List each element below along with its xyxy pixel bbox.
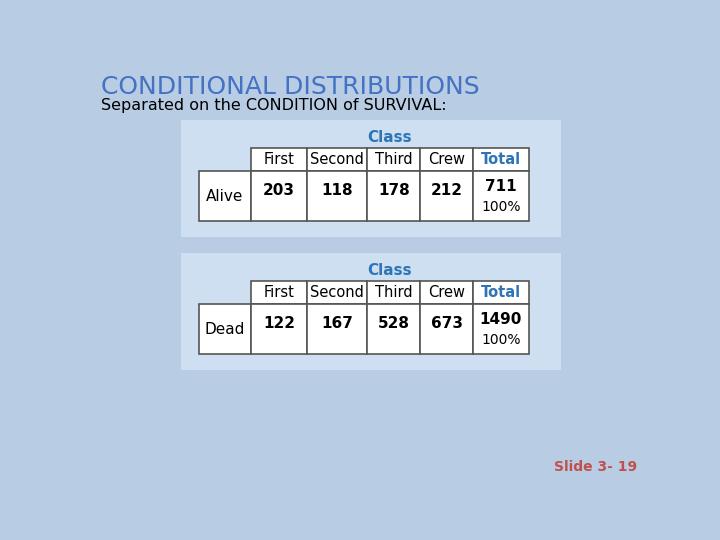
Text: 1490: 1490 (480, 312, 522, 327)
Text: CONDITIONAL DISTRIBUTIONS: CONDITIONAL DISTRIBUTIONS (101, 75, 480, 99)
FancyBboxPatch shape (367, 148, 420, 171)
Text: 711: 711 (485, 179, 516, 193)
Text: Third: Third (375, 285, 413, 300)
Text: Crew: Crew (428, 152, 465, 167)
Text: 118: 118 (321, 183, 353, 198)
FancyBboxPatch shape (473, 304, 528, 354)
Text: 100%: 100% (481, 200, 521, 214)
Text: 122: 122 (263, 316, 295, 331)
Text: Second: Second (310, 285, 364, 300)
FancyBboxPatch shape (307, 281, 367, 304)
FancyBboxPatch shape (420, 148, 473, 171)
Text: 100%: 100% (481, 333, 521, 347)
FancyBboxPatch shape (251, 304, 307, 354)
Text: 178: 178 (378, 183, 410, 198)
Text: Class: Class (368, 130, 413, 145)
FancyBboxPatch shape (473, 281, 528, 304)
FancyBboxPatch shape (420, 281, 473, 304)
FancyBboxPatch shape (307, 304, 367, 354)
Text: 528: 528 (378, 316, 410, 331)
FancyBboxPatch shape (420, 171, 473, 221)
Text: First: First (264, 285, 294, 300)
FancyBboxPatch shape (420, 304, 473, 354)
FancyBboxPatch shape (181, 120, 561, 237)
FancyBboxPatch shape (367, 281, 420, 304)
Text: Dead: Dead (204, 322, 245, 337)
FancyBboxPatch shape (251, 281, 307, 304)
FancyBboxPatch shape (199, 304, 251, 354)
Text: Class: Class (368, 263, 413, 278)
Text: Second: Second (310, 152, 364, 167)
Text: Total: Total (481, 285, 521, 300)
FancyBboxPatch shape (307, 171, 367, 221)
Text: Crew: Crew (428, 285, 465, 300)
Text: First: First (264, 152, 294, 167)
FancyBboxPatch shape (307, 148, 367, 171)
FancyBboxPatch shape (367, 171, 420, 221)
Text: Third: Third (375, 152, 413, 167)
FancyBboxPatch shape (199, 171, 251, 221)
FancyBboxPatch shape (251, 148, 307, 171)
Text: Total: Total (481, 152, 521, 167)
Text: 673: 673 (431, 316, 462, 331)
Text: Separated on the CONDITION of SURVIVAL:: Separated on the CONDITION of SURVIVAL: (101, 98, 446, 113)
FancyBboxPatch shape (367, 304, 420, 354)
Text: 203: 203 (263, 183, 295, 198)
FancyBboxPatch shape (181, 253, 561, 370)
Text: 212: 212 (431, 183, 462, 198)
Text: Slide 3- 19: Slide 3- 19 (554, 461, 637, 475)
FancyBboxPatch shape (473, 171, 528, 221)
FancyBboxPatch shape (473, 148, 528, 171)
FancyBboxPatch shape (251, 171, 307, 221)
Text: 167: 167 (321, 316, 354, 331)
Text: Alive: Alive (206, 188, 243, 204)
